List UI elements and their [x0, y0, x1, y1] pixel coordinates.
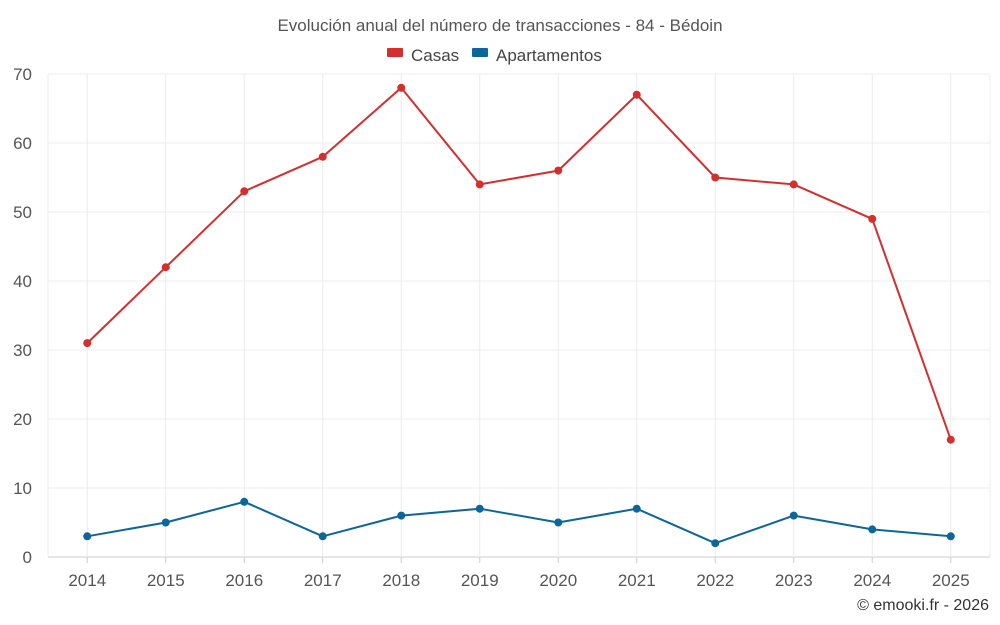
series-line-casas — [86, 86, 952, 441]
credit-text: © emooki.fr - 2026 — [857, 597, 989, 614]
series — [83, 83, 955, 548]
data-point-casas[interactable] — [397, 83, 406, 92]
y-tick-label: 20 — [13, 410, 32, 429]
legend-label-apartamentos: Apartamentos — [496, 46, 602, 65]
legend-item-apartamentos[interactable]: Apartamentos — [472, 46, 602, 65]
data-point-apartamentos[interactable] — [554, 518, 563, 527]
data-point-casas[interactable] — [83, 339, 92, 348]
data-point-apartamentos[interactable] — [946, 532, 955, 541]
x-tick-label: 2022 — [696, 571, 734, 590]
data-point-apartamentos[interactable] — [868, 525, 877, 534]
data-point-casas[interactable] — [161, 263, 170, 272]
data-point-apartamentos[interactable] — [161, 518, 170, 527]
legend-item-casas[interactable]: Casas — [387, 46, 459, 65]
legend-swatch-apartamentos — [472, 48, 488, 57]
data-point-casas[interactable] — [868, 214, 877, 223]
data-point-apartamentos[interactable] — [475, 504, 484, 513]
y-tick-label: 60 — [13, 134, 32, 153]
x-tick-label: 2024 — [853, 571, 891, 590]
series-casas — [83, 83, 955, 444]
x-tick-label: 2025 — [932, 571, 970, 590]
series-apartamentos — [83, 497, 955, 548]
x-tick-label: 2021 — [618, 571, 656, 590]
data-point-apartamentos[interactable] — [711, 539, 720, 548]
data-point-apartamentos[interactable] — [83, 532, 92, 541]
data-point-casas[interactable] — [946, 435, 955, 444]
legend: Casas Apartamentos — [387, 46, 602, 65]
y-axis-ticks: 0 10 20 30 40 50 60 70 — [13, 65, 32, 567]
data-point-casas[interactable] — [240, 187, 249, 196]
series-line-apartamentos — [87, 500, 951, 545]
y-tick-label: 0 — [23, 548, 32, 567]
x-tick-label: 2020 — [539, 571, 577, 590]
data-point-apartamentos[interactable] — [789, 511, 798, 520]
y-tick-label: 70 — [13, 65, 32, 84]
y-tick-label: 30 — [13, 341, 32, 360]
data-point-casas[interactable] — [711, 173, 720, 182]
x-tick-label: 2014 — [68, 571, 106, 590]
data-point-casas[interactable] — [554, 166, 563, 175]
data-point-casas[interactable] — [318, 152, 327, 161]
data-point-apartamentos[interactable] — [397, 511, 406, 520]
x-tick-label: 2019 — [461, 571, 499, 590]
legend-swatch-casas — [387, 48, 403, 57]
data-point-apartamentos[interactable] — [318, 532, 327, 541]
x-tick-label: 2023 — [775, 571, 813, 590]
grid — [47, 73, 991, 563]
y-tick-label: 40 — [13, 272, 32, 291]
x-tick-label: 2015 — [147, 571, 185, 590]
x-tick-label: 2017 — [304, 571, 342, 590]
data-point-apartamentos[interactable] — [632, 504, 641, 513]
x-tick-label: 2018 — [382, 571, 420, 590]
x-tick-label: 2016 — [225, 571, 263, 590]
y-tick-label: 50 — [13, 203, 32, 222]
x-axis-ticks: 2014 2015 2016 2017 2018 2019 2020 2021 2022 2023… — [68, 571, 969, 590]
legend-label-casas: Casas — [411, 46, 459, 65]
y-tick-label: 10 — [13, 479, 32, 498]
data-point-apartamentos[interactable] — [240, 497, 249, 506]
chart-title: Evolución anual del número de transaccio… — [277, 16, 722, 35]
data-point-casas[interactable] — [632, 90, 641, 99]
data-point-casas[interactable] — [789, 180, 798, 189]
data-point-casas[interactable] — [475, 180, 484, 189]
